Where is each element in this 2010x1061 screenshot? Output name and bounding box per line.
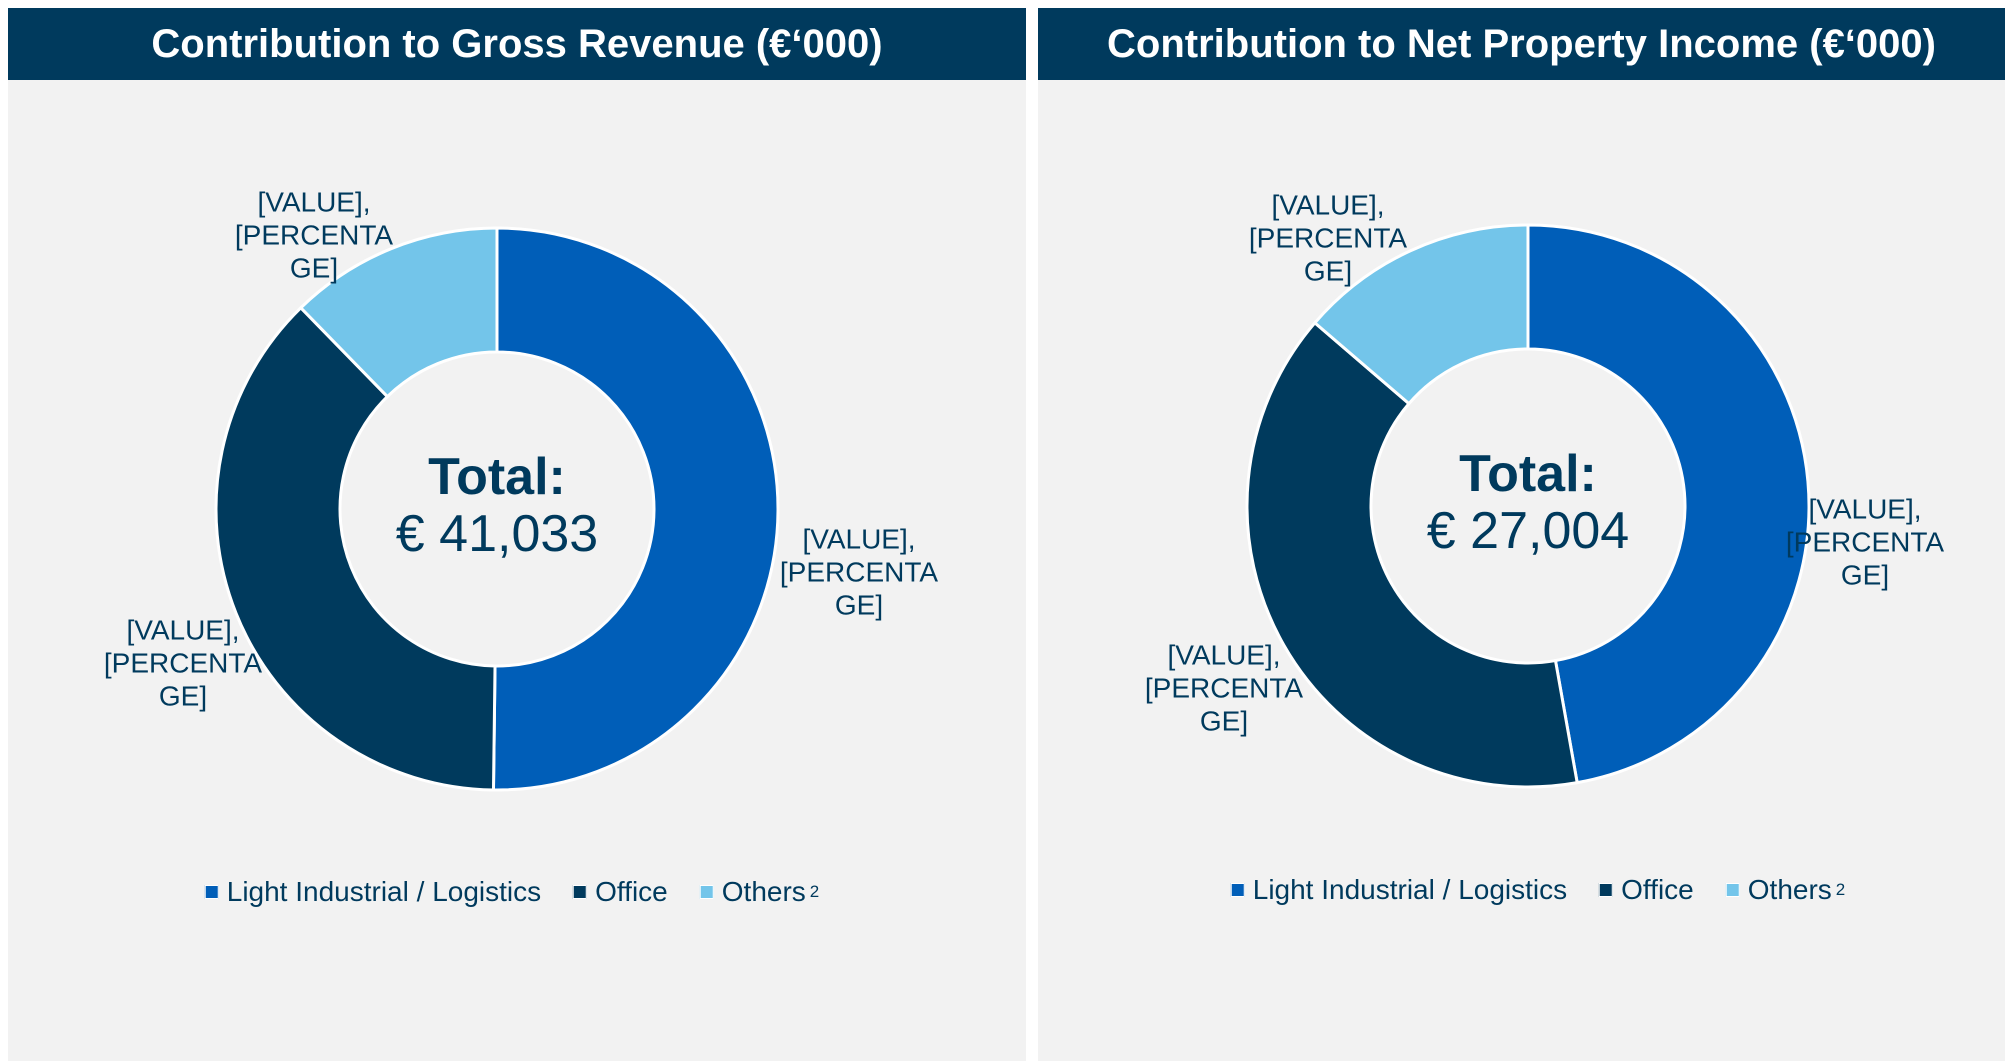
donut-chart — [1245, 223, 1811, 789]
legend-item: Office — [1599, 874, 1694, 906]
legend-item: Others 2 — [1725, 874, 1846, 906]
legend-item: Office — [573, 876, 668, 908]
legend-swatch — [1725, 883, 1740, 897]
legend-label: Others — [721, 876, 806, 907]
legend-footnote: 2 — [809, 882, 820, 901]
legend-swatch — [699, 885, 714, 899]
donut-slice — [1312, 223, 1530, 406]
donut-slice — [214, 305, 497, 792]
legend-item: Others 2 — [699, 876, 820, 908]
total-label: € 41,033 — [395, 505, 599, 563]
legend-label: Light Industrial / Logistics — [226, 876, 542, 907]
donut-slice — [1245, 320, 1579, 789]
legend-item: Light Industrial / Logistics — [204, 876, 542, 908]
center-label: Total: — [428, 448, 566, 506]
legend-swatch — [1230, 883, 1245, 897]
chart-panel: Contribution to Gross Revenue (€‘000) [VA… — [8, 8, 1026, 1061]
data-label: [VALUE], [PERCENTAGE] — [1144, 639, 1304, 737]
total-label: € 27,004 — [1426, 502, 1630, 560]
donut-slice — [298, 226, 499, 399]
legend-footnote: 2 — [1835, 880, 1846, 899]
donut-slice — [1526, 223, 1811, 785]
chart-panel: Contribution to Net Property Income (€‘0… — [1038, 8, 2005, 1061]
legend-label: Office — [1621, 874, 1694, 905]
center-label: Total: — [1459, 445, 1597, 503]
chart-title: Contribution to Net Property Income (€‘0… — [1038, 8, 2005, 80]
data-label: [VALUE], [PERCENTAGE] — [103, 614, 263, 712]
chart-title: Contribution to Gross Revenue (€‘000) — [8, 8, 1026, 80]
legend-swatch — [573, 885, 588, 899]
data-label: [VALUE], [PERCENTAGE] — [1785, 493, 1945, 591]
legend-label: Light Industrial / Logistics — [1252, 874, 1568, 905]
data-label: [VALUE], [PERCENTAGE] — [234, 186, 394, 284]
data-label: [VALUE], [PERCENTAGE] — [779, 523, 939, 621]
legend: Light Industrial / Logistics Office Others… — [1230, 874, 1846, 906]
legend-swatch — [204, 885, 219, 899]
data-label: [VALUE], [PERCENTAGE] — [1248, 189, 1408, 287]
legend-item: Light Industrial / Logistics — [1230, 874, 1568, 906]
legend-label: Office — [595, 876, 668, 907]
legend-label: Others — [1747, 874, 1832, 905]
legend: Light Industrial / Logistics Office Others… — [204, 876, 820, 908]
donut-slice — [491, 226, 780, 792]
donut-chart — [214, 226, 780, 792]
legend-swatch — [1599, 883, 1614, 897]
